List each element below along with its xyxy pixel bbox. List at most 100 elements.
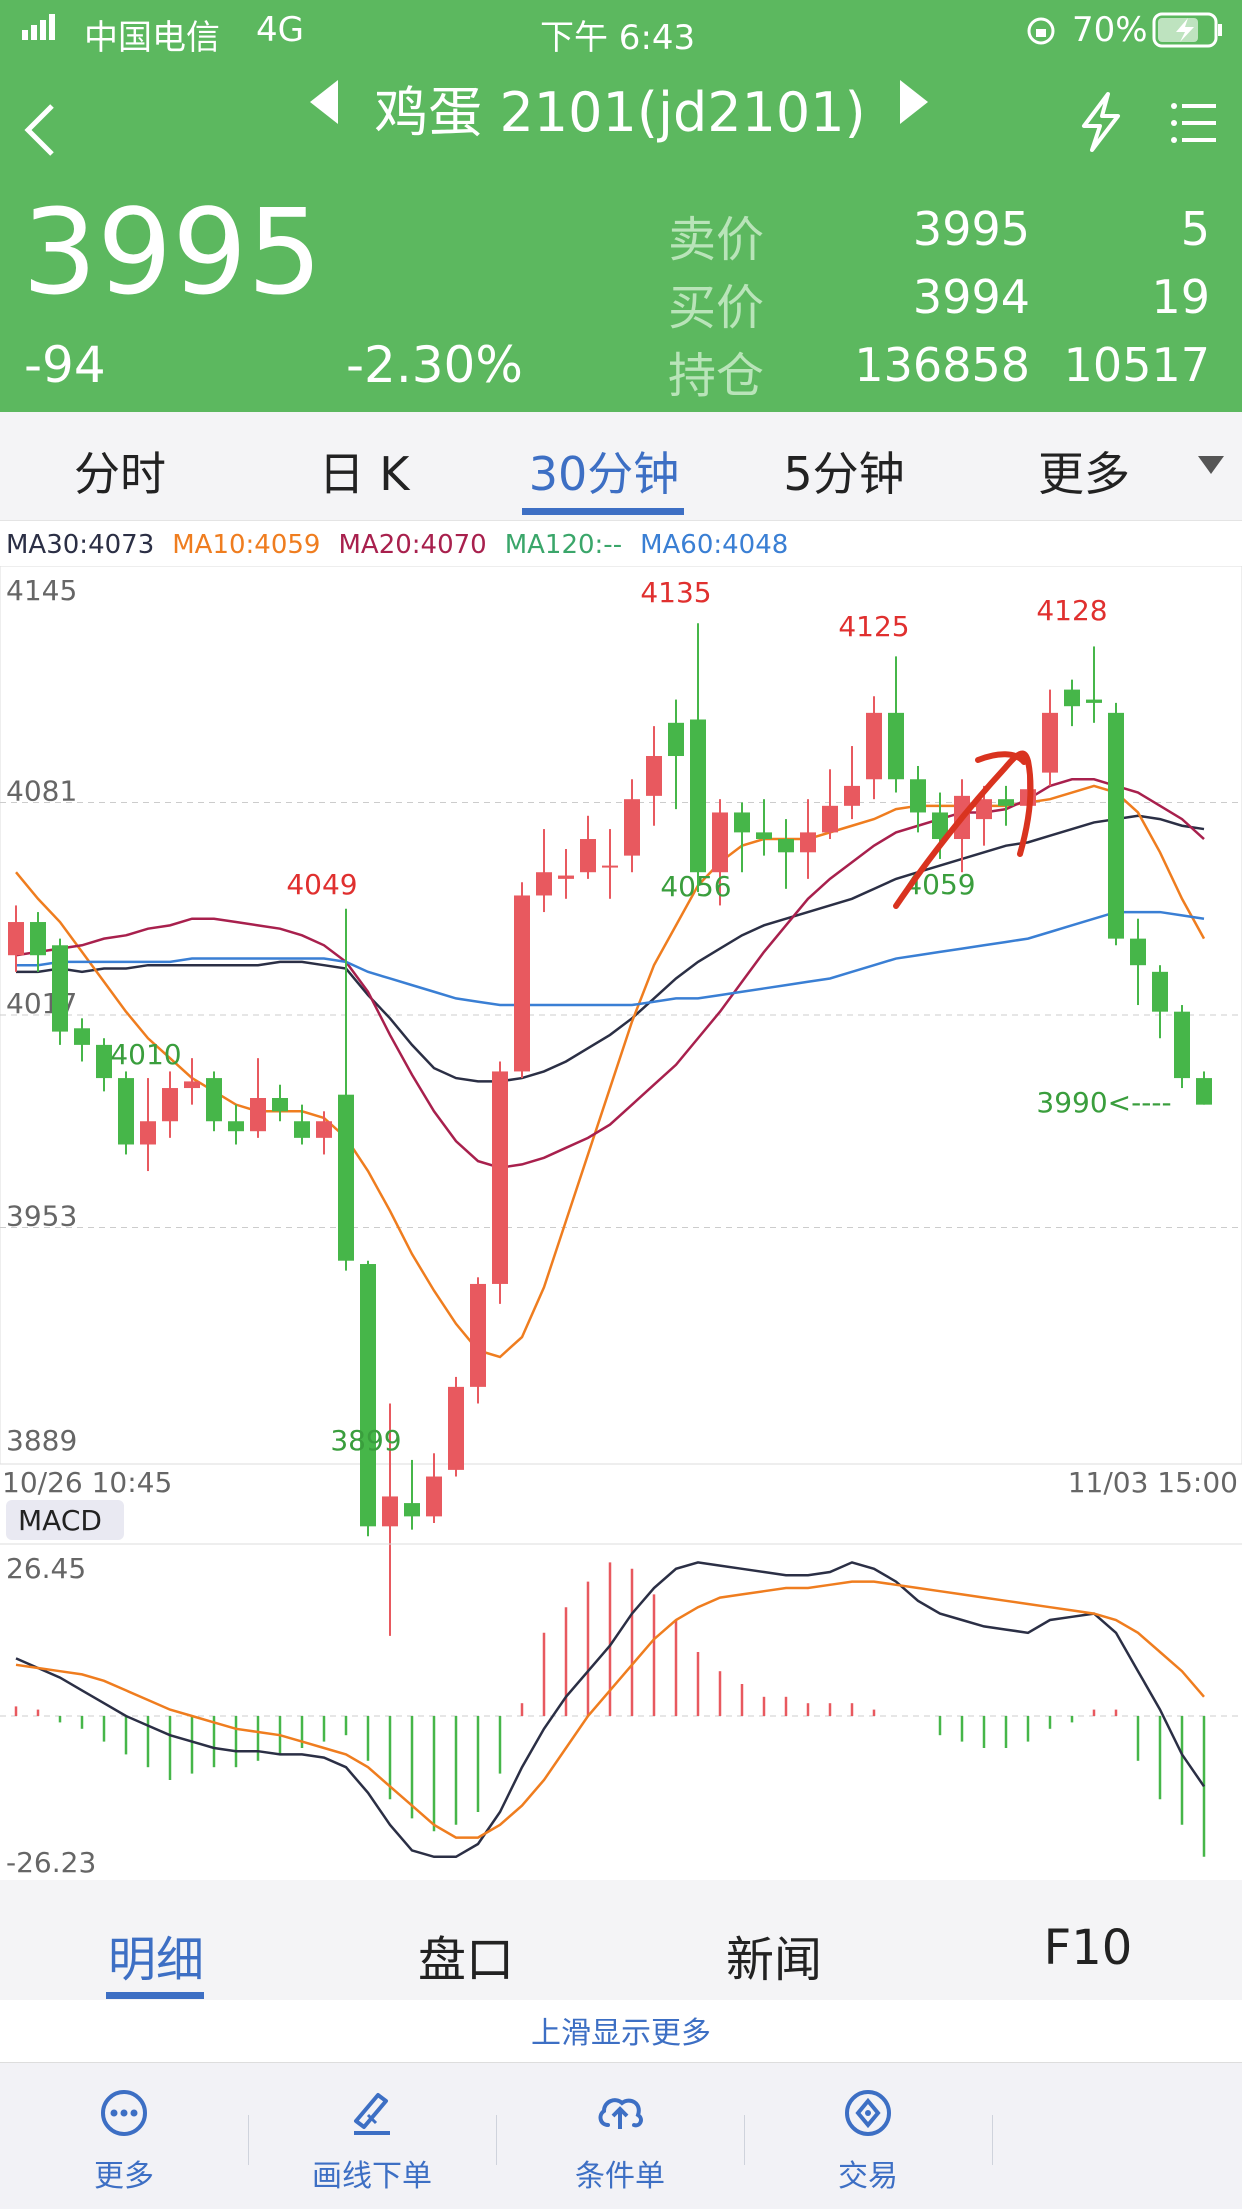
battery-percent: 70% (1072, 10, 1148, 50)
period-tabs: 分时 日 K 30分钟 5分钟 更多 (0, 412, 1242, 521)
candle-body (426, 1476, 442, 1517)
candle-body (96, 1044, 112, 1079)
candle-body (976, 799, 992, 820)
ma-legend: MA30:4073 MA10:4059 MA20:4070 MA120:-- MA60:… (6, 530, 806, 560)
ask-qty: 5 (1180, 202, 1210, 256)
macd-y-min: -26.23 (6, 1846, 96, 1879)
candle-body (1086, 699, 1102, 703)
candle-body (1196, 1078, 1212, 1105)
menu-icon[interactable] (1170, 100, 1216, 150)
candle-body (844, 785, 860, 806)
trade-button[interactable]: 交易 (744, 2063, 992, 2209)
candle-body (30, 922, 46, 956)
tab-more[interactable]: 更多 (1038, 447, 1130, 501)
bottom-toolbar: 更多 画线下单 条件单 交易 (0, 2062, 1242, 2209)
candle-body (998, 799, 1014, 806)
bid-qty: 19 (1151, 270, 1210, 324)
macd-y-max: 26.45 (6, 1552, 86, 1585)
y-tick-label: 3953 (6, 1200, 77, 1233)
candle-body (646, 756, 662, 796)
candle-body (272, 1098, 288, 1112)
more-button[interactable]: 更多 (0, 2063, 248, 2209)
contract-title: 鸡蛋 2101(jd2101) (374, 81, 866, 144)
candle-body (514, 895, 530, 1072)
tab-orderbook[interactable]: 盘口 (417, 1932, 514, 1988)
price-annotation: 4059 (904, 868, 975, 901)
detail-tab-underline (106, 1992, 204, 1999)
candle-body (580, 839, 596, 873)
candle-body (294, 1121, 310, 1138)
candle-body (712, 812, 728, 873)
swipe-hint[interactable]: 上滑显示更多 (531, 2016, 711, 2051)
candle-body (448, 1386, 464, 1470)
candle-body (536, 872, 552, 896)
price-annotation: 4056 (660, 870, 731, 903)
open-interest-value: 136858 (854, 338, 1030, 392)
trade-label: 交易 (838, 2159, 898, 2194)
rotation-lock-icon (1026, 16, 1056, 50)
ma-legend-item: MA120:-- (504, 530, 623, 560)
draw-line-order-label: 画线下单 (312, 2159, 432, 2194)
candle-body (404, 1503, 420, 1517)
candle-body (470, 1283, 486, 1387)
candle-body (118, 1078, 134, 1145)
tab-f10[interactable]: F10 (1043, 1920, 1133, 1976)
ask-price: 3995 (912, 202, 1030, 256)
y-tick-label: 3889 (6, 1424, 77, 1457)
candle-body (668, 722, 684, 757)
bid-label: 买价 (668, 280, 765, 336)
hand-drawn-annotation-hook (975, 751, 1027, 765)
candle-body (316, 1121, 332, 1138)
toolbar-divider (248, 2115, 249, 2165)
ma-legend-item: MA60:4048 (640, 530, 789, 560)
battery-icon (1152, 12, 1224, 52)
candle-body (1064, 689, 1080, 707)
active-tab-underline (522, 508, 684, 515)
open-interest-change: 10517 (1063, 338, 1210, 392)
price-annotation: 4128 (1036, 594, 1107, 627)
candle-body (910, 779, 926, 813)
candle-body (74, 1028, 90, 1045)
clock: 下午 6:43 (540, 18, 696, 58)
y-tick-label: 4145 (6, 574, 77, 607)
candle-body (624, 799, 640, 856)
more-button-label: 更多 (94, 2159, 154, 2194)
candle-body (206, 1078, 222, 1122)
candle-body (140, 1121, 156, 1145)
tab-intraday[interactable]: 分时 (74, 447, 166, 501)
candle-body (8, 922, 24, 956)
price-annotation: 4049 (286, 868, 357, 901)
candle-body (602, 865, 618, 868)
signal-icon (22, 14, 60, 44)
price-change-pct: -2.30% (346, 336, 523, 394)
draw-line-order-button[interactable]: 画线下单 (248, 2063, 496, 2209)
candle-body (866, 712, 882, 780)
toolbar-divider (992, 2115, 993, 2165)
candle-body (756, 832, 772, 840)
candle-body (1108, 712, 1124, 939)
next-contract-icon[interactable] (898, 80, 928, 128)
candle-body (800, 832, 816, 853)
candle-body (1152, 971, 1168, 1012)
candle-body (558, 875, 574, 879)
tab-30min[interactable]: 30分钟 (528, 447, 680, 501)
open-interest-label: 持仓 (668, 348, 765, 404)
tab-details[interactable]: 明细 (107, 1932, 204, 1988)
lightning-icon[interactable] (1078, 92, 1122, 156)
toolbar-divider (744, 2115, 745, 2165)
prev-contract-icon[interactable] (310, 80, 340, 128)
macd-label: MACD (18, 1504, 102, 1537)
cloud-condition-icon (598, 2098, 643, 2129)
candle-body (1042, 712, 1058, 773)
more-dropdown-icon[interactable] (1198, 456, 1224, 478)
draw-line-icon (354, 2093, 390, 2135)
conditional-order-button[interactable]: 条件单 (496, 2063, 744, 2209)
candle-body (184, 1081, 200, 1089)
tab-5min[interactable]: 5分钟 (783, 447, 905, 501)
back-icon[interactable] (20, 100, 60, 164)
price-annotation: 4010 (110, 1038, 181, 1071)
trade-diamond-icon (845, 2090, 891, 2136)
tab-news[interactable]: 新闻 (725, 1932, 822, 1988)
tab-daily[interactable]: 日 K (318, 447, 410, 501)
